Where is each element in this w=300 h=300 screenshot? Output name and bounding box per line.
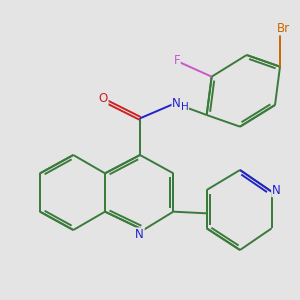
Text: N: N xyxy=(172,97,181,110)
Text: Br: Br xyxy=(276,22,290,35)
Text: N: N xyxy=(272,184,280,197)
Text: H: H xyxy=(181,102,188,112)
Text: N: N xyxy=(135,228,144,241)
Text: F: F xyxy=(173,54,180,67)
Text: O: O xyxy=(99,92,108,105)
